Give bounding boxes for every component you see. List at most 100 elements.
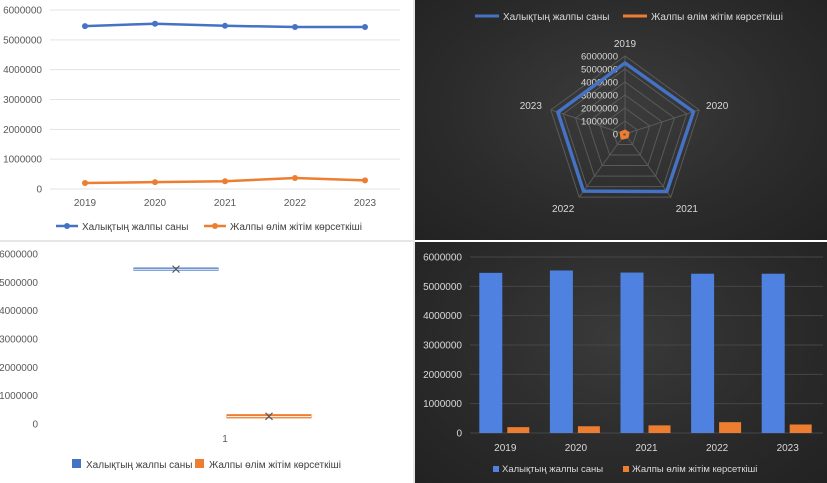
radar-series-mortality [619, 129, 630, 140]
line-point [152, 179, 158, 186]
radar-r-tick: 6000000 [581, 52, 618, 63]
box-y-tick: 1000000 [0, 391, 38, 402]
line-point [152, 20, 158, 27]
line-point [222, 22, 228, 29]
bar-y-tick: 5000000 [423, 282, 462, 293]
box-x-tick: 1 [222, 434, 228, 445]
legend-mortality-marker [212, 223, 218, 229]
box-y-tick: 0 [32, 420, 38, 431]
panel-divider-horizontal [0, 240, 413, 242]
bar-chart: 0 1000000 2000000 3000000 4000000 5000000 6000… [423, 253, 823, 475]
bar-mortality [648, 425, 671, 433]
bar-mortality [789, 424, 812, 433]
line-y-tick: 3000000 [3, 95, 42, 106]
bar-y-tick: 3000000 [423, 341, 462, 352]
bar-population [620, 272, 644, 433]
radar-gridline [599, 107, 651, 156]
legend-mortality-label: Жалпы өлім жітім көрсеткіші [209, 460, 341, 471]
legend-population-label: Халықтың жалпы саны [502, 464, 603, 475]
bar-y-tick: 6000000 [423, 253, 462, 264]
radar-spoke [578, 133, 626, 198]
radar-category-label: 2019 [614, 39, 637, 50]
radar-category-label: 2020 [706, 101, 729, 112]
radar-chart-panel: Халықтың жалпы саны Жалпы өлім жітім көр… [415, 0, 827, 240]
bar-y-tick: 4000000 [423, 311, 462, 322]
radar-gridline [574, 81, 676, 177]
radar-spoke [624, 109, 700, 135]
bar-population [549, 270, 573, 433]
legend-mortality-swatch [623, 466, 629, 472]
bar-x-tick: 2021 [635, 443, 658, 454]
bar-y-tick: 1000000 [423, 399, 462, 410]
bar-chart-panel: 0 1000000 2000000 3000000 4000000 5000000 6000… [415, 242, 827, 483]
line-point [82, 23, 88, 30]
radar-r-tick: 5000000 [581, 65, 618, 76]
box-y-tick: 2000000 [0, 363, 38, 374]
radar-category-label: 2021 [676, 204, 699, 215]
radar-category-label: 2023 [520, 101, 543, 112]
box-y-tick: 3000000 [0, 335, 38, 346]
box-mean-marker [265, 412, 273, 421]
line-y-tick: 6000000 [3, 6, 42, 17]
radar-series-population [556, 61, 696, 194]
radar-gridline [612, 120, 638, 146]
line-point [292, 24, 298, 31]
line-x-tick: 2022 [284, 198, 307, 209]
box-y-tick: 6000000 [0, 250, 38, 261]
box-chart-legend: Халықтың жалпы саны Жалпы өлім жітім көр… [72, 459, 341, 471]
line-y-tick: 5000000 [3, 35, 42, 46]
panel-divider-vertical [413, 0, 415, 483]
box-mortality [226, 412, 312, 421]
legend-population-label: Халықтың жалпы саны [503, 12, 609, 23]
line-point [222, 178, 228, 185]
bar-population [479, 272, 503, 433]
box-mean-marker [172, 265, 180, 274]
line-point [362, 24, 368, 31]
line-chart: 0 1000000 2000000 3000000 4000000 5000000 6000… [3, 6, 400, 233]
radar-gridline [550, 55, 700, 198]
radar-category-label: 2022 [552, 204, 575, 215]
line-x-tick: 2019 [74, 198, 97, 209]
radar-chart: Халықтың жалпы саны Жалпы өлім жітім көр… [475, 12, 783, 215]
line-x-tick: 2023 [354, 198, 377, 209]
line-y-tick: 1000000 [3, 155, 42, 166]
bar-y-tick: 0 [456, 429, 462, 440]
line-point [362, 177, 368, 184]
box-chart-panel: 0 1000000 2000000 3000000 4000000 5000000 6000… [0, 242, 413, 483]
radar-spoke [550, 109, 626, 135]
box-y-tick: 5000000 [0, 278, 38, 289]
legend-population-label: Халықтың жалпы саны [82, 222, 188, 233]
line-y-tick: 2000000 [3, 125, 42, 136]
bar-population [691, 273, 715, 433]
radar-chart-legend: Халықтың жалпы саны Жалпы өлім жітім көр… [475, 12, 783, 23]
bar-chart-legend: Халықтың жалпы саны Жалпы өлім жітім көр… [493, 464, 757, 475]
line-chart-legend: Халықтың жалпы саны Жалпы өлім жітім көр… [56, 222, 362, 233]
line-point [82, 180, 88, 187]
box-y-tick: 4000000 [0, 306, 38, 317]
legend-mortality-label: Жалпы өлім жітім көрсеткіші [230, 222, 362, 233]
radar-r-tick: 2000000 [581, 104, 618, 115]
line-x-tick: 2020 [144, 198, 167, 209]
radar-r-tick: 1000000 [581, 117, 618, 128]
box-chart: 0 1000000 2000000 3000000 4000000 5000000 6000… [0, 250, 341, 472]
line-point [292, 174, 298, 181]
legend-mortality-swatch [195, 459, 204, 468]
radar-r-tick: 0 [613, 130, 618, 141]
legend-mortality-label: Жалпы өлім жітім көрсеткіші [651, 12, 783, 23]
legend-population-marker [64, 223, 70, 229]
bar-mortality [577, 426, 600, 433]
legend-mortality-label: Жалпы өлім жітім көрсеткіші [632, 464, 757, 475]
bar-population [761, 273, 785, 433]
radar-spoke [624, 133, 672, 198]
bar-x-tick: 2023 [777, 443, 800, 454]
bar-x-tick: 2022 [706, 443, 729, 454]
bar-x-tick: 2019 [494, 443, 517, 454]
radar-gridline [587, 94, 663, 167]
line-x-tick: 2021 [214, 198, 237, 209]
bar-y-tick: 2000000 [423, 370, 462, 381]
line-y-tick: 0 [36, 185, 42, 196]
bar-x-tick: 2020 [565, 443, 588, 454]
bar-mortality [719, 422, 742, 433]
legend-population-swatch [493, 466, 499, 472]
radar-r-tick: 3000000 [581, 91, 618, 102]
